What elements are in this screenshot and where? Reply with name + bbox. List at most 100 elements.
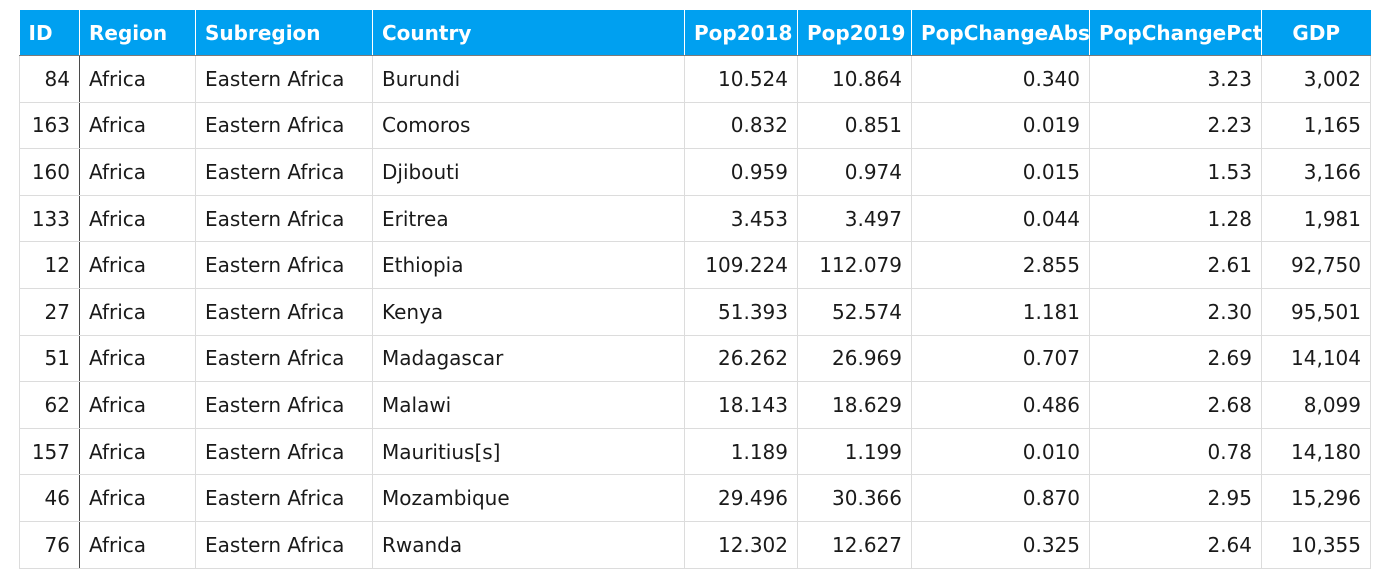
cell-gdp: 1,165: [1261, 102, 1371, 150]
cell-subregion: Eastern Africa: [195, 241, 373, 289]
cell-pop2018: 109.224: [684, 241, 798, 289]
cell-region: Africa: [79, 288, 196, 336]
table-row[interactable]: 157 Africa Eastern Africa Mauritius[s] 1.189…: [19, 428, 1371, 476]
table-row[interactable]: 62 Africa Eastern Africa Malawi 18.143 18.629…: [19, 381, 1371, 429]
cell-id: 27: [19, 288, 80, 336]
cell-pop2018: 51.393: [684, 288, 798, 336]
cell-popchangeabs: 2.855: [911, 241, 1090, 289]
column-header-pop2018[interactable]: Pop2018: [684, 10, 798, 56]
column-header-region[interactable]: Region: [79, 10, 196, 56]
cell-gdp: 14,180: [1261, 428, 1371, 476]
cell-country: Burundi: [372, 55, 685, 103]
cell-popchangeabs: 1.181: [911, 288, 1090, 336]
column-header-gdp[interactable]: GDP: [1261, 10, 1371, 56]
cell-subregion: Eastern Africa: [195, 521, 373, 569]
cell-gdp: 14,104: [1261, 335, 1371, 383]
cell-gdp: 95,501: [1261, 288, 1371, 336]
cell-popchangepct: 2.23: [1089, 102, 1262, 150]
cell-pop2018: 29.496: [684, 474, 798, 522]
cell-subregion: Eastern Africa: [195, 474, 373, 522]
cell-pop2018: 12.302: [684, 521, 798, 569]
table-row[interactable]: 51 Africa Eastern Africa Madagascar 26.262 26…: [19, 335, 1371, 383]
cell-subregion: Eastern Africa: [195, 428, 373, 476]
cell-popchangeabs: 0.707: [911, 335, 1090, 383]
cell-popchangepct: 0.78: [1089, 428, 1262, 476]
table-row[interactable]: 133 Africa Eastern Africa Eritrea 3.453 3.497…: [19, 195, 1371, 243]
cell-gdp: 3,002: [1261, 55, 1371, 103]
table-body: 84 Africa Eastern Africa Burundi 10.524 10.86…: [19, 55, 1371, 569]
cell-pop2018: 0.959: [684, 148, 798, 196]
cell-id: 46: [19, 474, 80, 522]
table-row[interactable]: 160 Africa Eastern Africa Djibouti 0.959 0.97…: [19, 148, 1371, 196]
cell-id: 160: [19, 148, 80, 196]
cell-pop2019: 0.851: [797, 102, 912, 150]
cell-gdp: 1,981: [1261, 195, 1371, 243]
table-row[interactable]: 27 Africa Eastern Africa Kenya 51.393 52.574 1…: [19, 288, 1371, 336]
cell-gdp: 8,099: [1261, 381, 1371, 429]
cell-popchangeabs: 0.870: [911, 474, 1090, 522]
cell-popchangeabs: 0.340: [911, 55, 1090, 103]
cell-pop2019: 1.199: [797, 428, 912, 476]
cell-country: Mauritius[s]: [372, 428, 685, 476]
cell-country: Malawi: [372, 381, 685, 429]
cell-region: Africa: [79, 521, 196, 569]
cell-popchangeabs: 0.015: [911, 148, 1090, 196]
cell-subregion: Eastern Africa: [195, 195, 373, 243]
cell-popchangeabs: 0.044: [911, 195, 1090, 243]
cell-country: Madagascar: [372, 335, 685, 383]
table-row[interactable]: 12 Africa Eastern Africa Ethiopia 109.224 112…: [19, 241, 1371, 289]
cell-pop2019: 18.629: [797, 381, 912, 429]
cell-popchangeabs: 0.325: [911, 521, 1090, 569]
column-header-pop2019[interactable]: Pop2019: [797, 10, 912, 56]
cell-region: Africa: [79, 102, 196, 150]
cell-popchangeabs: 0.010: [911, 428, 1090, 476]
cell-popchangepct: 2.95: [1089, 474, 1262, 522]
cell-popchangepct: 3.23: [1089, 55, 1262, 103]
cell-pop2018: 3.453: [684, 195, 798, 243]
cell-country: Ethiopia: [372, 241, 685, 289]
cell-id: 51: [19, 335, 80, 383]
cell-pop2019: 3.497: [797, 195, 912, 243]
cell-pop2019: 12.627: [797, 521, 912, 569]
cell-gdp: 15,296: [1261, 474, 1371, 522]
cell-subregion: Eastern Africa: [195, 381, 373, 429]
table-header: ID Region Subregion Country Pop2018 Pop2…: [19, 10, 1371, 56]
cell-pop2019: 10.864: [797, 55, 912, 103]
cell-region: Africa: [79, 55, 196, 103]
cell-popchangeabs: 0.019: [911, 102, 1090, 150]
column-header-popchangepct[interactable]: PopChangePct: [1089, 10, 1262, 56]
cell-id: 84: [19, 55, 80, 103]
cell-id: 133: [19, 195, 80, 243]
cell-pop2018: 1.189: [684, 428, 798, 476]
cell-id: 76: [19, 521, 80, 569]
cell-gdp: 3,166: [1261, 148, 1371, 196]
cell-pop2018: 18.143: [684, 381, 798, 429]
column-header-country[interactable]: Country: [372, 10, 685, 56]
cell-country: Mozambique: [372, 474, 685, 522]
cell-id: 12: [19, 241, 80, 289]
cell-country: Eritrea: [372, 195, 685, 243]
table-row[interactable]: 84 Africa Eastern Africa Burundi 10.524 10.86…: [19, 55, 1371, 103]
cell-pop2019: 52.574: [797, 288, 912, 336]
cell-id: 62: [19, 381, 80, 429]
cell-pop2019: 112.079: [797, 241, 912, 289]
column-header-popchangeabs[interactable]: PopChangeAbs: [911, 10, 1090, 56]
table-row[interactable]: 163 Africa Eastern Africa Comoros 0.832 0.851…: [19, 102, 1371, 150]
cell-popchangepct: 1.53: [1089, 148, 1262, 196]
cell-pop2019: 30.366: [797, 474, 912, 522]
cell-region: Africa: [79, 241, 196, 289]
column-header-subregion[interactable]: Subregion: [195, 10, 373, 56]
cell-subregion: Eastern Africa: [195, 148, 373, 196]
cell-country: Djibouti: [372, 148, 685, 196]
cell-popchangepct: 2.61: [1089, 241, 1262, 289]
cell-popchangepct: 2.64: [1089, 521, 1262, 569]
cell-country: Rwanda: [372, 521, 685, 569]
cell-pop2019: 0.974: [797, 148, 912, 196]
cell-pop2019: 26.969: [797, 335, 912, 383]
column-header-id[interactable]: ID: [19, 10, 80, 56]
population-table: ID Region Subregion Country Pop2018 Pop2…: [19, 10, 1371, 569]
cell-id: 163: [19, 102, 80, 150]
table-row[interactable]: 76 Africa Eastern Africa Rwanda 12.302 12.627…: [19, 521, 1371, 569]
table-row[interactable]: 46 Africa Eastern Africa Mozambique 29.496 30…: [19, 474, 1371, 522]
cell-region: Africa: [79, 148, 196, 196]
